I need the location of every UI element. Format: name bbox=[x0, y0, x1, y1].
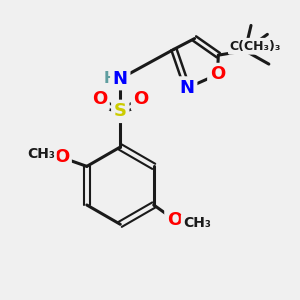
Text: O: O bbox=[134, 91, 149, 109]
Text: H: H bbox=[103, 71, 116, 86]
Text: CH₃: CH₃ bbox=[183, 216, 211, 230]
Text: N: N bbox=[180, 79, 195, 97]
Text: C(CH₃)₃: C(CH₃)₃ bbox=[230, 40, 281, 53]
Text: O: O bbox=[210, 65, 225, 83]
Text: O: O bbox=[92, 91, 107, 109]
Text: O: O bbox=[167, 211, 182, 229]
Text: N: N bbox=[113, 70, 128, 88]
Text: CH₃: CH₃ bbox=[27, 148, 55, 161]
Text: S: S bbox=[114, 102, 127, 120]
Text: O: O bbox=[54, 148, 69, 166]
